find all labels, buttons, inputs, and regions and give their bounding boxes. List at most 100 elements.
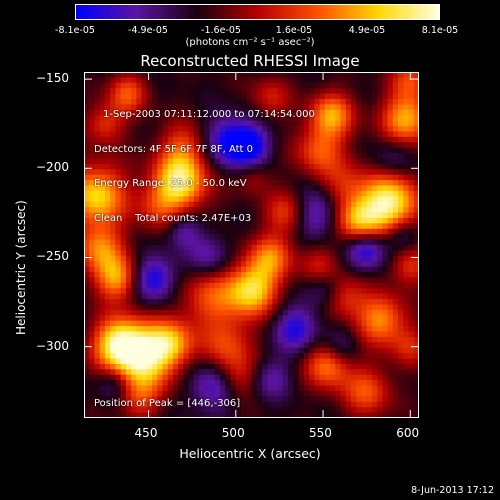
heatmap-cell: [392, 72, 399, 79]
heatmap-cell: [204, 77, 211, 84]
heatmap-cell: [408, 120, 415, 127]
heatmap-cell: [324, 309, 331, 316]
heatmap-cell: [314, 363, 321, 370]
heatmap-cell: [324, 326, 331, 333]
heatmap-cell: [131, 77, 137, 84]
heatmap-cell: [403, 109, 410, 116]
heatmap-cell: [314, 201, 321, 208]
heatmap-cell: [110, 412, 116, 418]
heatmap-cell: [309, 390, 315, 397]
heatmap-cell: [162, 190, 169, 197]
heatmap-cell: [345, 309, 352, 316]
heatmap-cell: [288, 261, 294, 268]
heatmap-cell: [241, 185, 247, 192]
heatmap-cell: [178, 115, 185, 122]
heatmap-cell: [366, 217, 373, 224]
heatmap-cell: [230, 396, 237, 403]
heatmap-cell: [303, 158, 310, 165]
heatmap-cell: [361, 201, 368, 208]
heatmap-cell: [141, 293, 148, 300]
heatmap-cell: [361, 369, 368, 376]
heatmap-cell: [377, 401, 383, 408]
heatmap-cell: [125, 390, 132, 397]
heatmap-cell: [303, 201, 310, 208]
heatmap-cell: [94, 201, 101, 208]
heatmap-cell: [110, 255, 116, 262]
heatmap-cell: [408, 169, 415, 176]
heatmap-cell: [356, 358, 363, 365]
heatmap-cell: [214, 250, 221, 257]
heatmap-cell: [398, 272, 404, 279]
heatmap-cell: [293, 347, 300, 354]
heatmap-cell: [220, 342, 226, 349]
heatmap-cell: [382, 109, 389, 116]
heatmap-cell: [183, 163, 190, 170]
heatmap-cell: [104, 147, 111, 154]
heatmap-cell: [251, 385, 258, 392]
heatmap-cell: [251, 223, 258, 230]
heatmap-cell: [199, 207, 205, 214]
heatmap-cell: [230, 82, 237, 89]
heatmap-cell: [361, 223, 368, 230]
heatmap-cell: [282, 245, 289, 252]
heatmap-cell: [288, 369, 294, 376]
heatmap-cell: [314, 234, 321, 241]
heatmap-cell: [84, 120, 90, 127]
heatmap-cell: [214, 304, 221, 311]
heatmap-cell: [125, 82, 132, 89]
heatmap-cell: [371, 396, 378, 403]
heatmap-cell: [110, 353, 116, 360]
heatmap-cell: [330, 331, 336, 338]
heatmap-cell: [193, 136, 200, 143]
heatmap-cell: [120, 93, 127, 100]
heatmap-cell: [256, 207, 263, 214]
heatmap-cell: [298, 347, 305, 354]
heatmap-cell: [89, 82, 96, 89]
heatmap-cell: [356, 245, 363, 252]
heatmap-cell: [340, 234, 347, 241]
heatmap-cell: [220, 396, 226, 403]
heatmap-cell: [350, 407, 357, 414]
heatmap-cell: [324, 77, 331, 84]
heatmap-cell: [288, 347, 294, 354]
heatmap-cell: [199, 88, 205, 95]
heatmap-cell: [309, 342, 315, 349]
heatmap-cell: [251, 88, 258, 95]
heatmap-cell: [293, 169, 300, 176]
heatmap-cell: [225, 234, 232, 241]
heatmap-cell: [188, 380, 195, 387]
heatmap-cell: [157, 126, 164, 133]
heatmap-cell: [356, 109, 363, 116]
heatmap-cell: [340, 153, 347, 160]
heatmap-cell: [303, 142, 310, 149]
heatmap-cell: [398, 72, 404, 79]
heatmap-cell: [309, 93, 315, 100]
heatmap-cell: [408, 326, 415, 333]
heatmap-cell: [152, 120, 158, 127]
heatmap-cell: [261, 93, 268, 100]
heatmap-cell: [136, 412, 143, 418]
heatmap-cell: [324, 331, 331, 338]
heatmap-cell: [267, 190, 274, 197]
heatmap-cell: [314, 88, 321, 95]
heatmap-cell: [413, 185, 419, 192]
heatmap-cell: [345, 228, 352, 235]
heatmap-cell: [272, 304, 279, 311]
heatmap-cell: [392, 304, 399, 311]
heatmap-cell: [303, 207, 310, 214]
heatmap-cell: [125, 169, 132, 176]
heatmap-cell: [413, 380, 419, 387]
x-tick-label: 550: [309, 426, 332, 440]
heatmap-cell: [214, 88, 221, 95]
heatmap-cell: [288, 250, 294, 257]
heatmap-cell: [324, 245, 331, 252]
heatmap-cell: [246, 293, 253, 300]
heatmap-cell: [408, 369, 415, 376]
heatmap-cell: [84, 293, 90, 300]
heatmap-cell: [267, 131, 274, 138]
heatmap-cell: [361, 272, 368, 279]
heatmap-cell: [361, 180, 368, 187]
heatmap-cell: [141, 385, 148, 392]
heatmap-cell: [371, 266, 378, 273]
heatmap-cell: [350, 207, 357, 214]
